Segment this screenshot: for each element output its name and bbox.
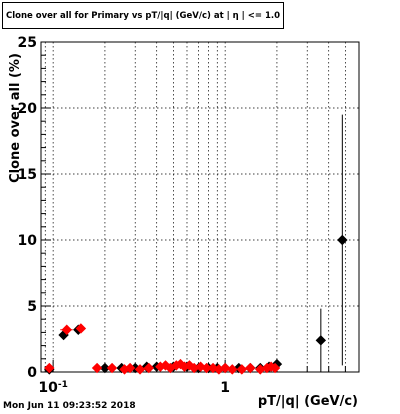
y-tick-label: 15 xyxy=(18,167,37,183)
diamond-marker xyxy=(315,335,327,346)
data-point xyxy=(227,364,238,375)
x-tick-exponent: -1 xyxy=(58,380,68,390)
data-point xyxy=(106,362,118,374)
y-tick-label: 0 xyxy=(27,365,37,381)
diamond-marker xyxy=(236,364,248,375)
y-axis-label: Clone over all (%) xyxy=(8,53,23,183)
diamond-marker xyxy=(269,362,281,374)
data-points xyxy=(44,114,348,375)
data-point xyxy=(143,362,155,374)
diamond-marker xyxy=(245,362,256,374)
diamond-marker xyxy=(219,362,231,374)
diamond-marker xyxy=(91,362,103,374)
plot-frame xyxy=(40,41,360,373)
x-tick-label: 1 xyxy=(220,380,230,396)
chart-title: Clone over all for Primary vs pT/|q| (Ge… xyxy=(5,10,281,21)
data-point xyxy=(99,362,111,374)
y-tick-label: 20 xyxy=(18,101,38,117)
data-point xyxy=(124,362,136,374)
grid-lines xyxy=(41,42,360,372)
diamond-marker xyxy=(61,324,72,335)
diamond-marker xyxy=(44,362,55,374)
data-point xyxy=(219,362,231,374)
diamond-marker xyxy=(134,364,146,375)
diamond-marker xyxy=(124,362,136,374)
data-point xyxy=(60,324,73,335)
data-point xyxy=(134,364,146,375)
data-point xyxy=(245,362,256,374)
data-point xyxy=(75,323,87,334)
x-axis-label: pT/|q| (GeV/c) xyxy=(258,394,358,409)
timestamp: Mon Jun 11 09:23:52 2018 xyxy=(3,401,136,411)
series-1 xyxy=(44,323,281,375)
y-tick-label: 25 xyxy=(18,35,37,51)
tick-labels: 0 5 10 15 20 25 10-1 1 xyxy=(18,35,231,396)
chart-title-box: Clone over all for Primary vs pT/|q| (Ge… xyxy=(2,2,284,29)
y-tick-label: 10 xyxy=(18,233,38,249)
x-tick-label: 10-1 xyxy=(38,380,67,396)
diamond-marker xyxy=(75,323,87,334)
diamond-marker xyxy=(337,234,348,246)
data-point xyxy=(236,364,248,375)
data-point xyxy=(44,362,55,374)
diamond-marker xyxy=(99,362,111,374)
diamond-marker xyxy=(227,364,238,375)
data-point xyxy=(315,308,327,372)
y-tick-label: 5 xyxy=(27,299,37,315)
data-point xyxy=(269,362,281,374)
diamond-marker xyxy=(106,362,118,374)
data-point xyxy=(91,362,103,374)
data-point xyxy=(337,114,348,366)
diamond-marker xyxy=(143,362,155,374)
